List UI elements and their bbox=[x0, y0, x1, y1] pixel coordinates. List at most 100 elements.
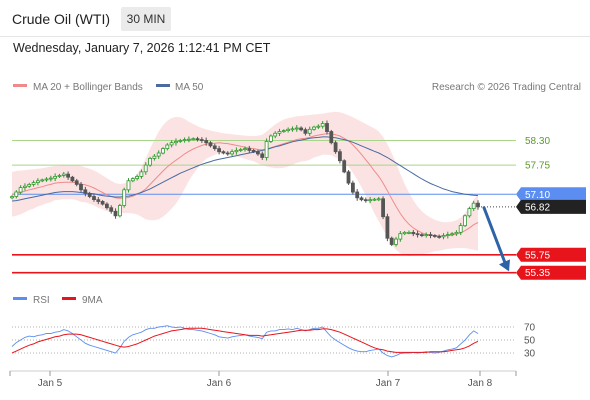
rsi-tick-label-50: 50 bbox=[524, 336, 536, 347]
candle-body bbox=[27, 183, 32, 187]
x-tick-label: Jan 8 bbox=[468, 378, 493, 389]
candle-body bbox=[238, 149, 243, 151]
candle-body bbox=[402, 231, 407, 235]
candle-body bbox=[350, 182, 355, 193]
forecast-arrow-head bbox=[499, 259, 510, 272]
candle-body bbox=[325, 123, 329, 133]
credit-text: Research © 2026 Trading Central bbox=[432, 82, 581, 93]
candle-body bbox=[389, 237, 394, 245]
candle-body bbox=[290, 128, 295, 131]
candle-body bbox=[182, 139, 187, 142]
candle-body bbox=[234, 149, 239, 153]
candle-body bbox=[294, 127, 299, 130]
candle-body bbox=[83, 189, 88, 194]
candle-body bbox=[247, 148, 252, 151]
candle-body bbox=[48, 177, 53, 180]
candle-body bbox=[61, 173, 66, 176]
candle-body bbox=[122, 189, 127, 206]
candle-body bbox=[118, 205, 122, 217]
rsi-ma-legend-label: 9MA bbox=[82, 295, 103, 306]
candle-body bbox=[411, 231, 416, 235]
candle-body bbox=[273, 132, 278, 137]
rsi-legend-label: RSI bbox=[33, 295, 50, 306]
candle-body bbox=[36, 180, 40, 184]
candle-body bbox=[312, 126, 316, 130]
candle-body bbox=[156, 152, 161, 157]
candle-body bbox=[143, 164, 148, 173]
candle-body bbox=[428, 234, 433, 237]
candle-body bbox=[346, 171, 351, 184]
candle-body bbox=[419, 234, 424, 237]
candle-body bbox=[10, 196, 14, 199]
candle-body bbox=[463, 215, 467, 227]
pivot-tag bbox=[516, 187, 586, 202]
instrument-title: Crude Oil (WTI) bbox=[12, 11, 110, 27]
rsi-tick-label-70: 70 bbox=[524, 323, 536, 334]
candle-body bbox=[303, 129, 308, 134]
candle-body bbox=[14, 191, 19, 197]
rsi-tick-label-30: 30 bbox=[524, 349, 536, 360]
candle-body bbox=[40, 179, 45, 182]
candle-body bbox=[243, 148, 247, 151]
resistance-label-2: 57.75 bbox=[525, 161, 550, 172]
candle-body bbox=[333, 142, 338, 153]
candle-body bbox=[445, 234, 450, 237]
candle-body bbox=[432, 235, 437, 237]
candle-body bbox=[204, 140, 209, 144]
x-axis: Jan 5 Jan 6 Jan 7 Jan 8 bbox=[9, 370, 517, 389]
candle-body bbox=[186, 138, 191, 141]
bollinger-band-layer bbox=[12, 111, 478, 257]
x-tick-label: Jan 7 bbox=[376, 378, 401, 389]
candle-body bbox=[221, 151, 226, 154]
rsi-ma-legend-swatch bbox=[62, 297, 76, 300]
bollinger-band bbox=[12, 111, 478, 257]
candle-body bbox=[100, 200, 105, 205]
ma-band-legend-label: MA 20 + Bollinger Bands bbox=[33, 82, 143, 93]
support-2-tag bbox=[516, 265, 586, 280]
candle-body bbox=[53, 175, 57, 179]
x-tick-label: Jan 6 bbox=[207, 378, 232, 389]
candle-body bbox=[316, 125, 321, 128]
candle-body bbox=[260, 153, 265, 158]
timestamp: Wednesday, January 7, 2026 1:12:41 PM CE… bbox=[13, 41, 271, 55]
x-tick-label: Jan 5 bbox=[38, 378, 63, 389]
candle-body bbox=[148, 157, 153, 166]
candle-body bbox=[355, 191, 360, 199]
candle-body bbox=[320, 123, 325, 127]
candle-body bbox=[126, 180, 131, 191]
candle-body bbox=[74, 180, 79, 185]
candle-body bbox=[113, 210, 118, 217]
candle-body bbox=[299, 127, 304, 131]
candle-body bbox=[286, 128, 291, 132]
candle-body bbox=[152, 155, 157, 159]
candle-body bbox=[208, 142, 213, 147]
ma-band-legend-swatch bbox=[13, 84, 27, 87]
forecast-arrow-shaft bbox=[482, 206, 508, 267]
candle-body bbox=[92, 196, 96, 200]
candle-body bbox=[87, 192, 92, 197]
candle-body bbox=[467, 208, 472, 217]
candle-body bbox=[230, 151, 234, 155]
pivot-tag-label: 57.10 bbox=[525, 190, 550, 201]
candle-body bbox=[212, 145, 217, 149]
candle-body bbox=[66, 173, 70, 178]
candle-body bbox=[359, 197, 364, 201]
candle-body bbox=[264, 140, 269, 158]
interval-button[interactable]: 30 MIN bbox=[121, 7, 171, 31]
candle-body bbox=[372, 198, 377, 201]
candle-body bbox=[281, 130, 286, 133]
ma50-legend-label: MA 50 bbox=[175, 82, 204, 93]
support-2-tag-label: 55.35 bbox=[525, 268, 550, 279]
candle-body bbox=[178, 140, 183, 142]
candles-layer bbox=[10, 120, 510, 272]
candle-body bbox=[398, 233, 403, 240]
candle-body bbox=[18, 187, 23, 193]
candle-body bbox=[277, 131, 282, 134]
rsi-layer: 70 50 30 bbox=[11, 323, 536, 360]
candle-body bbox=[195, 138, 200, 141]
candle-body bbox=[225, 152, 230, 155]
candle-body bbox=[70, 176, 75, 182]
resistance-label-1: 58.30 bbox=[525, 136, 550, 147]
